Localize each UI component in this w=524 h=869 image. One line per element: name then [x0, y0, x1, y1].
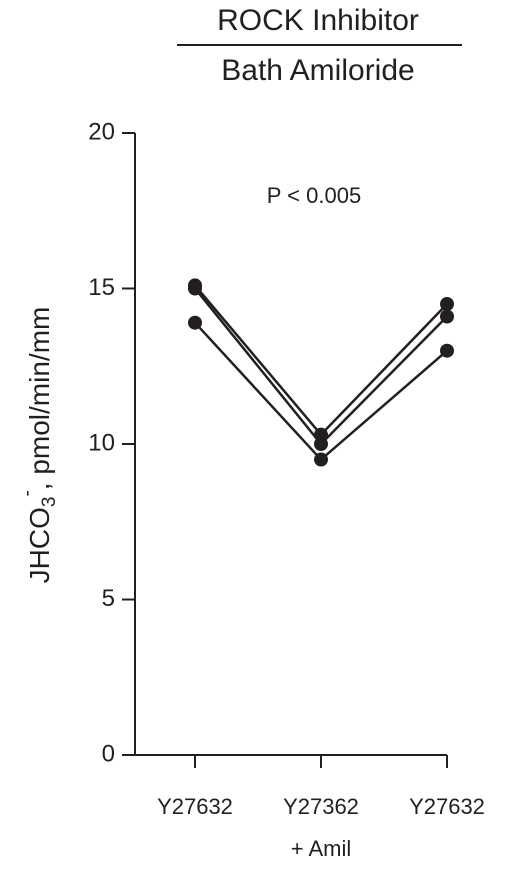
y-tick-label: 10	[88, 429, 115, 456]
y-label-base: JHCO	[24, 507, 55, 583]
series-line	[194, 287, 448, 446]
y-label-sub: 3	[39, 497, 60, 508]
annotation: P < 0.005	[267, 183, 361, 208]
point	[440, 309, 454, 324]
point	[314, 452, 328, 467]
series-line	[194, 284, 448, 437]
y-axis-label: JHCO3-, pmol/min/mm	[17, 307, 60, 584]
x-tick-label: + Amil	[291, 836, 352, 861]
y-tick-label: 20	[88, 118, 115, 145]
point	[440, 343, 454, 358]
x-tick-label: Y27632	[409, 794, 485, 819]
chart-title: ROCK Inhibitor	[217, 4, 419, 37]
y-label-sup: -	[17, 490, 38, 496]
point	[188, 281, 202, 296]
point	[314, 437, 328, 451]
x-tick-label: Y27362	[283, 794, 359, 819]
point	[440, 297, 454, 312]
y-tick-label: 5	[102, 585, 115, 612]
point	[188, 315, 202, 330]
y-tick-label: 15	[88, 274, 115, 301]
chart-subtitle: Bath Amiloride	[221, 54, 414, 87]
x-tick-label: Y27632	[157, 794, 233, 819]
y-tick-label: 0	[102, 740, 115, 767]
y-label-rest: , pmol/min/mm	[24, 307, 55, 491]
